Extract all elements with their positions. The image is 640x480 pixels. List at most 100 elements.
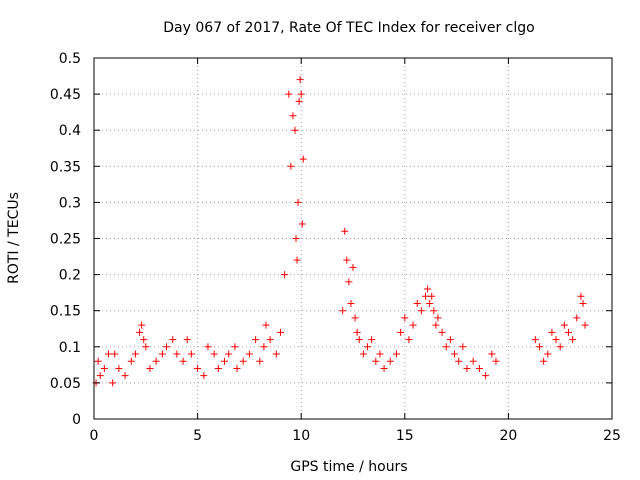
data-point <box>260 343 268 351</box>
data-point <box>409 321 417 329</box>
data-point <box>297 90 305 98</box>
data-point <box>194 364 202 372</box>
data-point <box>140 336 148 344</box>
grid-lines <box>94 58 612 419</box>
y-tick-label: 0.5 <box>59 51 81 67</box>
axis-ticks: 0 5 10 15 20 25 0 0.05 0.1 0.15 0.2 0.25 0.3 0.35 0.4 0… <box>50 51 621 444</box>
data-point <box>482 372 490 380</box>
data-point <box>446 336 454 344</box>
data-point <box>94 357 102 365</box>
data-point <box>109 379 117 387</box>
data-point <box>430 307 438 315</box>
data-point <box>569 336 577 344</box>
data-point <box>451 350 459 358</box>
x-tick-label: 25 <box>603 428 621 444</box>
chart-title: Day 067 of 2017, Rate Of TEC Index for r… <box>163 20 534 36</box>
data-point <box>347 299 355 307</box>
data-point <box>285 90 293 98</box>
data-point <box>556 343 564 351</box>
data-point <box>351 314 359 322</box>
data-point <box>469 357 477 365</box>
data-point <box>183 336 191 344</box>
data-point <box>299 155 307 163</box>
y-tick-label: 0.35 <box>50 159 81 175</box>
data-point <box>146 364 154 372</box>
data-point <box>573 314 581 322</box>
y-tick-label: 0.4 <box>59 123 81 139</box>
data-point <box>179 357 187 365</box>
data-point <box>455 357 463 365</box>
data-point <box>564 328 572 336</box>
data-point <box>136 328 144 336</box>
x-axis-label: GPS time / hours <box>290 459 407 475</box>
data-point <box>434 314 442 322</box>
data-point <box>475 364 483 372</box>
data-point <box>544 350 552 358</box>
data-point <box>405 336 413 344</box>
data-point <box>200 372 208 380</box>
data-point <box>426 299 434 307</box>
data-point <box>393 350 401 358</box>
data-point <box>368 336 376 344</box>
data-point <box>397 328 405 336</box>
data-point <box>535 343 543 351</box>
data-point <box>289 112 297 120</box>
data-point <box>142 343 150 351</box>
data-point <box>552 336 560 344</box>
y-tick-label: 0.1 <box>59 340 81 356</box>
data-point <box>276 328 284 336</box>
data-point <box>214 364 222 372</box>
data-point <box>187 350 195 358</box>
data-point <box>96 372 104 380</box>
data-point <box>221 357 229 365</box>
data-point <box>401 314 409 322</box>
data-point <box>581 321 589 329</box>
data-point <box>225 350 233 358</box>
data-point <box>364 343 372 351</box>
data-point <box>245 350 253 358</box>
data-point <box>438 328 446 336</box>
data-point <box>105 350 113 358</box>
data-point <box>295 97 303 105</box>
x-tick-label: 10 <box>292 428 310 444</box>
data-point <box>281 271 289 279</box>
data-point <box>115 364 123 372</box>
data-point <box>239 357 247 365</box>
data-point <box>428 292 436 300</box>
data-point <box>256 357 264 365</box>
y-tick-label: 0.05 <box>50 376 81 392</box>
data-point <box>163 343 171 351</box>
data-point <box>442 343 450 351</box>
data-point <box>343 256 351 264</box>
data-point <box>138 321 146 329</box>
data-point <box>173 350 181 358</box>
data-point <box>345 278 353 286</box>
y-tick-label: 0.15 <box>50 304 81 320</box>
data-point <box>252 336 260 344</box>
data-point <box>339 307 347 315</box>
data-point <box>488 350 496 358</box>
x-tick-label: 0 <box>90 428 99 444</box>
data-point <box>422 292 430 300</box>
data-point <box>372 357 380 365</box>
data-point <box>459 343 467 351</box>
data-point <box>231 343 239 351</box>
data-points <box>92 76 589 387</box>
data-point <box>298 220 306 228</box>
y-tick-label: 0.3 <box>59 195 81 211</box>
data-point <box>417 307 425 315</box>
data-point <box>349 263 357 271</box>
data-point <box>204 343 212 351</box>
data-point <box>272 350 280 358</box>
data-point <box>386 357 394 365</box>
data-point <box>492 357 500 365</box>
data-point <box>353 328 361 336</box>
data-point <box>376 350 384 358</box>
data-point <box>424 285 432 293</box>
data-point <box>121 372 129 380</box>
data-point <box>100 364 108 372</box>
data-point <box>291 126 299 134</box>
data-point <box>359 350 367 358</box>
data-point <box>296 76 304 84</box>
